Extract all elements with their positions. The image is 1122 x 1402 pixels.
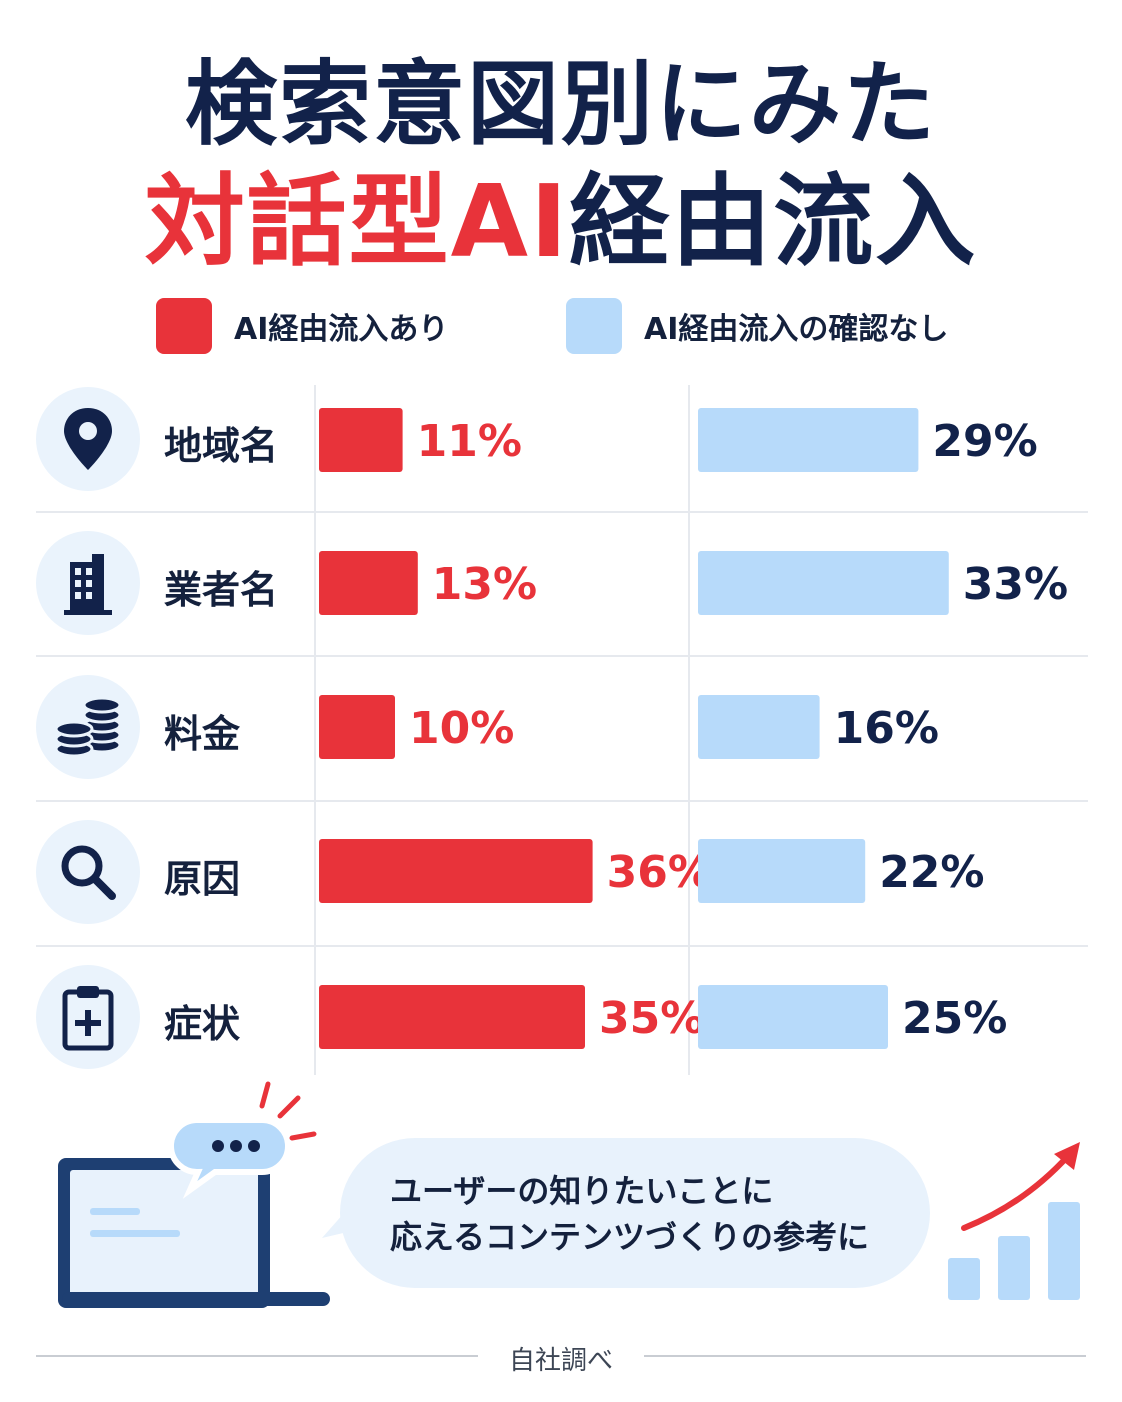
value-label-ai-3: 36% — [607, 847, 712, 898]
bar-non-ai-0 — [698, 408, 919, 472]
category-row-business-name: 業者名 — [36, 511, 1088, 655]
bar-ai-2 — [319, 695, 395, 759]
bar-non-ai-2 — [698, 695, 820, 759]
value-label-non-ai-2: 16% — [834, 703, 939, 754]
category-label: 料金 — [164, 712, 241, 756]
bar-ai-3 — [319, 839, 593, 903]
growth-chart-icon — [948, 1142, 1080, 1300]
title-inflow-part: 経由流入 — [569, 163, 978, 280]
laptop-chat-icon — [58, 1081, 330, 1308]
value-label-ai-0: 11% — [417, 416, 522, 467]
message-line2: 応えるコンテンツづくりの参考に — [390, 1218, 870, 1256]
category-label: 症状 — [164, 1002, 241, 1046]
category-row-area-name: 地域名 — [36, 367, 1088, 511]
legend-item-ai: AI経由流入あり — [156, 298, 448, 354]
row-divider — [36, 800, 1088, 802]
magnifier-icon — [36, 820, 140, 924]
bar-ai-0 — [319, 408, 403, 472]
message-line1: ユーザーの知りたいことに — [390, 1172, 774, 1210]
value-label-non-ai-4: 25% — [902, 993, 1007, 1044]
clipboard-medical-icon — [36, 965, 140, 1069]
legend-swatch-ai — [156, 298, 212, 354]
legend-label-ai: AI経由流入あり — [234, 312, 449, 347]
building-icon — [36, 531, 140, 635]
message-text: ユーザーの知りたいことに 応えるコンテンツづくりの参考に — [390, 1168, 869, 1260]
value-label-non-ai-1: 33% — [963, 559, 1068, 610]
chart-title-line1: 検索意図別にみた — [184, 51, 937, 158]
bar-ai-1 — [319, 551, 418, 615]
legend-swatch-non-ai — [566, 298, 622, 354]
category-label: 原因 — [164, 857, 241, 901]
legend-item-non-ai: AI経由流入の確認なし — [566, 298, 948, 354]
bar-ai-4 — [319, 985, 585, 1049]
footnote-rule-right — [644, 1355, 1086, 1357]
coins-icon — [36, 675, 140, 779]
bar-non-ai-3 — [698, 839, 866, 903]
row-divider — [36, 655, 1088, 657]
footnote-source: 自社調べ — [508, 1346, 613, 1376]
title-ai-part: 対話型AI — [144, 163, 570, 280]
category-label: 地域名 — [164, 424, 279, 468]
column-divider-right — [688, 385, 690, 1075]
chart-title-line2: 対話型AI経由流入 — [0, 140, 1122, 285]
value-label-ai-4: 35% — [599, 993, 704, 1044]
value-label-ai-1: 13% — [432, 559, 537, 610]
legend-label-non-ai: AI経由流入の確認なし — [644, 312, 949, 347]
row-divider — [36, 945, 1088, 947]
bar-non-ai-4 — [698, 985, 888, 1049]
bubble-tail — [322, 1204, 356, 1238]
column-divider-left — [314, 385, 316, 1075]
category-row-cause: 原因 — [36, 800, 1088, 944]
category-label: 業者名 — [164, 568, 279, 612]
bar-non-ai-1 — [698, 551, 949, 615]
value-label-non-ai-3: 22% — [879, 847, 984, 898]
row-divider — [36, 511, 1088, 513]
message-bubble — [340, 1138, 930, 1288]
category-row-price: 料金 — [36, 655, 1088, 799]
category-row-symptom: 症状 — [36, 945, 1088, 1089]
value-label-ai-2: 10% — [409, 703, 514, 754]
footnote-rule-left — [36, 1355, 478, 1357]
value-label-non-ai-0: 29% — [932, 416, 1037, 467]
location-pin-icon — [36, 387, 140, 491]
